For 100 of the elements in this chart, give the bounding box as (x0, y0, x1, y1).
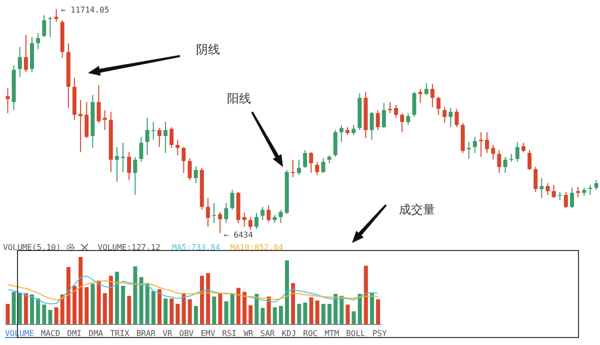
bar (48, 310, 52, 324)
text: MACD (40, 329, 60, 338)
candlestick (248, 216, 252, 230)
candlestick (315, 161, 320, 176)
candlestick (454, 108, 459, 128)
text: TRIX (110, 329, 130, 338)
candlestick (224, 202, 228, 224)
text: MTM (324, 329, 340, 338)
text: OBV (179, 329, 194, 338)
candlestick (370, 111, 374, 140)
text: DMA (88, 329, 104, 338)
bar (176, 304, 180, 324)
bar (254, 294, 259, 324)
bar (358, 294, 362, 324)
candlestick (206, 197, 210, 228)
bar (102, 293, 107, 324)
bar (242, 292, 246, 324)
annotation: 成交量 (399, 202, 435, 218)
annotation: 阴线 (196, 42, 220, 58)
bar (36, 298, 40, 324)
candlestick (218, 211, 222, 233)
bar (78, 257, 83, 324)
candlestick (418, 88, 422, 104)
bar (236, 288, 240, 324)
candlestick (472, 136, 477, 154)
bar (84, 287, 89, 324)
bar (224, 301, 228, 324)
bar (278, 306, 283, 324)
bar (230, 294, 234, 324)
bar (327, 304, 332, 324)
candlestick (303, 150, 308, 168)
candlestick (394, 104, 398, 118)
bar (370, 292, 374, 324)
bar (321, 304, 326, 324)
bar (309, 297, 314, 324)
candlestick (382, 102, 386, 128)
bar (90, 284, 95, 324)
candlestick (102, 110, 107, 131)
candlestick (485, 132, 490, 154)
bar (206, 273, 210, 324)
candlestick (260, 206, 265, 221)
candlestick (436, 96, 441, 116)
candlestick (254, 212, 258, 230)
candlestick (48, 16, 52, 38)
candlestick (540, 178, 544, 198)
candlestick (497, 150, 502, 174)
candlestick (552, 184, 556, 198)
bar (200, 276, 204, 324)
candlestick (145, 117, 150, 156)
bar (303, 302, 308, 324)
bar (66, 267, 70, 324)
text: EMV (200, 329, 216, 338)
candlestick (42, 14, 46, 38)
bar (315, 300, 320, 324)
text: MA5:733.84 (172, 243, 220, 252)
bar (151, 291, 156, 324)
candlestick (151, 122, 156, 140)
annotation: ← 11714.05 (61, 6, 110, 14)
bar (266, 296, 271, 324)
candlestick (576, 186, 580, 198)
candlestick (54, 8, 58, 22)
candlestick (546, 182, 550, 196)
candlestick (24, 34, 28, 72)
candlestick (182, 146, 186, 174)
candlestick (133, 156, 138, 196)
bar (291, 283, 296, 324)
bar (60, 294, 64, 324)
bar (96, 280, 101, 324)
bar (12, 292, 16, 324)
bar (272, 307, 277, 324)
bar (24, 293, 28, 324)
bar (218, 293, 222, 324)
bar (42, 304, 46, 324)
candlestick (339, 124, 344, 142)
bar (145, 283, 150, 324)
candlestick (18, 46, 22, 78)
candlestick (139, 136, 144, 162)
bar (115, 272, 120, 324)
candlestick (412, 91, 416, 118)
candlestick (564, 192, 568, 209)
bar (334, 294, 338, 324)
candlestick (491, 144, 496, 160)
text: VR (162, 329, 172, 338)
candlestick (376, 110, 380, 131)
bar (54, 307, 58, 324)
bar (352, 311, 356, 324)
candlestick (157, 127, 162, 148)
candlestick (521, 142, 526, 153)
text: DMI (67, 329, 82, 338)
candlestick (333, 130, 338, 158)
candlestick (528, 150, 532, 170)
candlestick (163, 122, 168, 154)
candlestick (127, 152, 132, 181)
bar (364, 266, 368, 324)
bar (346, 304, 350, 324)
candlestick (266, 204, 271, 223)
candlestick (212, 202, 216, 224)
bar (182, 293, 186, 324)
candlestick (352, 124, 356, 136)
bar (133, 266, 138, 324)
